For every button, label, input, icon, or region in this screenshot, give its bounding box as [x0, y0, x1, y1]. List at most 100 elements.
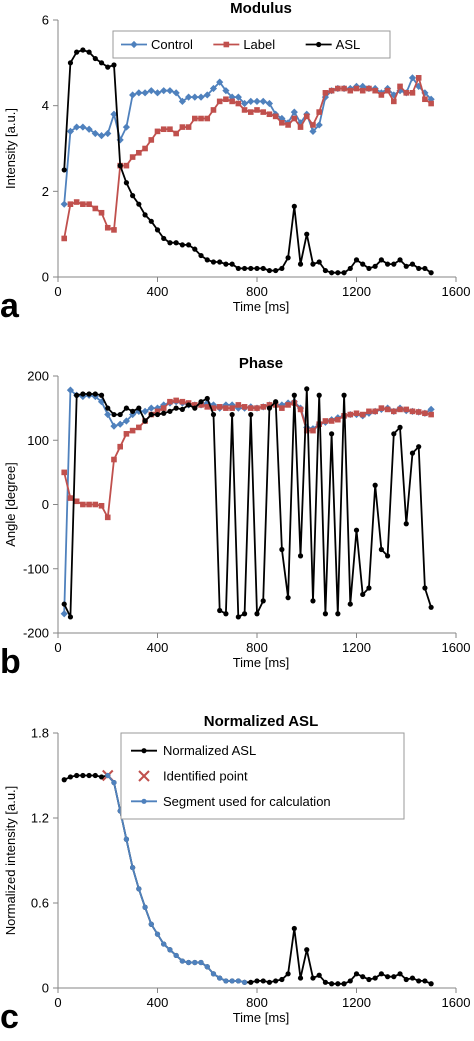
data-point-label: [160, 405, 167, 411]
legend: Normalized ASL Identified point Segment us…: [120, 732, 405, 820]
legend-item-control: Control: [121, 37, 193, 52]
data-point-normalized-asl: [422, 978, 428, 984]
data-point-asl: [167, 240, 173, 246]
data-point-control: [66, 386, 75, 394]
y-tick-label: 1.8: [31, 726, 49, 741]
data-point-label: [359, 411, 366, 418]
data-point-label: [391, 98, 397, 105]
data-point-control: [66, 127, 75, 135]
data-point-asl: [241, 265, 248, 272]
x-tick-label: 1200: [342, 640, 371, 655]
x-axis-label: Time [ms]: [233, 299, 290, 314]
data-point-asl: [397, 424, 403, 430]
y-tick-label: -100: [23, 561, 49, 576]
series-line-asl: [63, 49, 432, 274]
data-point-label: [192, 115, 198, 122]
data-point-asl: [167, 408, 173, 414]
data-point-label: [86, 501, 92, 508]
data-point-label: [266, 111, 273, 118]
data-point-control: [160, 401, 168, 409]
data-point-normalized-asl: [391, 974, 397, 980]
legend-label: ASL: [336, 37, 361, 52]
data-point-label: [347, 411, 354, 418]
data-point-label: [403, 90, 410, 96]
data-point-label: [384, 406, 391, 413]
x-tick-label: 400: [147, 640, 169, 655]
data-point-label: [415, 409, 422, 415]
data-point-control: [228, 401, 236, 409]
data-point-asl: [304, 231, 310, 237]
data-point-label: [216, 98, 223, 105]
data-point-normalized-asl: [92, 772, 98, 779]
data-point-asl: [148, 218, 154, 224]
data-point-asl: [154, 411, 161, 418]
data-point-asl: [329, 431, 335, 437]
data-point-label: [322, 418, 329, 424]
x-tick-label: 800: [246, 284, 268, 299]
data-point-label: [92, 205, 99, 212]
data-point-control: [203, 91, 211, 99]
data-point-label: [328, 418, 335, 424]
legend-label: Normalized ASL: [163, 743, 256, 758]
data-point-label: [160, 126, 167, 133]
x-tick-label: 1600: [442, 995, 471, 1010]
data-point-normalized-asl: [397, 971, 403, 977]
data-point-asl: [347, 265, 353, 272]
data-point-control: [116, 136, 124, 144]
data-point-label: [235, 402, 242, 408]
data-point-label: [372, 408, 378, 415]
data-point-control: [247, 97, 255, 105]
data-point-asl: [105, 64, 111, 70]
data-point-asl: [98, 392, 105, 398]
data-point-normalized-asl: [285, 971, 291, 977]
data-point-label: [223, 96, 229, 103]
data-point-label: [353, 410, 360, 417]
x-tick-label: 1600: [442, 284, 471, 299]
data-point-asl: [391, 261, 397, 267]
data-point-label: [204, 404, 211, 410]
data-point-normalized-asl: [260, 978, 266, 984]
data-point-asl: [360, 591, 366, 598]
x-tick-label: 1600: [442, 640, 471, 655]
data-point-label: [104, 224, 111, 231]
data-point-control: [172, 89, 180, 97]
data-point-segment-used-for-calculation: [111, 779, 117, 786]
legend-swatch-marker: [316, 41, 322, 48]
data-point-normalized-asl: [416, 978, 422, 984]
data-point-normalized-asl: [297, 975, 304, 981]
data-point-asl: [273, 399, 279, 405]
data-point-asl: [217, 259, 223, 265]
data-point-control: [104, 129, 112, 138]
data-point-asl: [416, 444, 422, 450]
data-point-control: [141, 407, 149, 415]
data-point-label: [148, 137, 155, 143]
data-point-normalized-asl: [61, 777, 67, 783]
data-point-normalized-asl: [98, 774, 105, 780]
data-point-label: [285, 402, 291, 408]
data-point-control: [79, 123, 87, 131]
data-point-asl: [123, 405, 130, 411]
y-axis-label: Intensity [a.u.]: [3, 108, 18, 189]
data-point-control: [209, 401, 218, 409]
data-point-asl: [316, 259, 322, 265]
data-point-asl: [86, 391, 92, 397]
data-point-label: [86, 201, 92, 207]
data-point-asl: [223, 611, 229, 617]
data-point-label: [92, 501, 99, 508]
x-tick-label: 1200: [342, 284, 371, 299]
data-point-asl: [297, 553, 304, 559]
data-point-control: [104, 410, 112, 419]
data-point-normalized-asl: [428, 981, 434, 987]
data-point-asl: [329, 270, 335, 276]
data-point-segment-used-for-calculation: [235, 978, 241, 984]
data-point-label: [409, 408, 416, 415]
data-point-label: [179, 124, 186, 130]
data-point-normalized-asl: [403, 976, 409, 983]
data-point-segment-used-for-calculation: [142, 904, 148, 910]
data-point-label: [310, 122, 316, 128]
data-point-normalized-asl: [322, 979, 329, 985]
data-point-asl: [316, 392, 322, 398]
data-point-asl: [397, 257, 403, 263]
data-point-asl: [353, 527, 360, 533]
data-point-segment-used-for-calculation: [105, 772, 111, 779]
